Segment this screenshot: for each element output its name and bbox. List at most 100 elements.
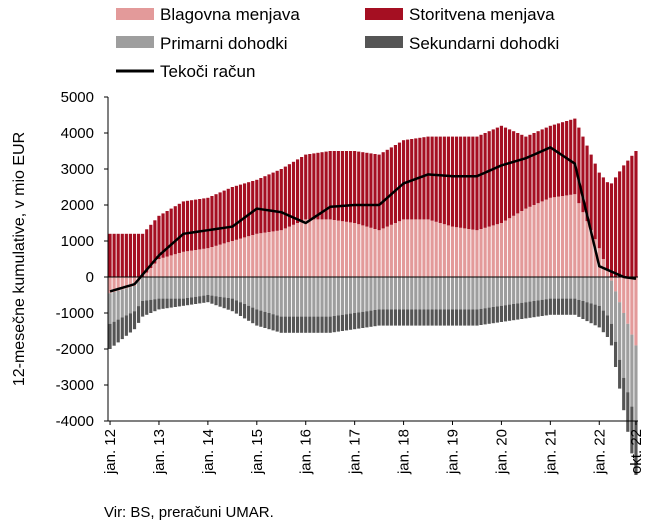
bar-services-m115 <box>577 127 581 204</box>
bar-secondary-m5 <box>128 313 133 333</box>
bar-services-m105 <box>536 131 540 204</box>
bar-secondary-m107 <box>544 299 548 316</box>
bar-secondary-m69 <box>389 309 393 326</box>
bar-services-m79 <box>430 136 434 221</box>
bar-services-m55 <box>332 151 336 220</box>
bar-goods-m108 <box>548 197 552 277</box>
bar-secondary-m93 <box>487 307 491 324</box>
bar-secondary-m59 <box>348 313 353 330</box>
bar-primary-m119 <box>593 277 597 305</box>
bar-goods-m16 <box>173 254 177 277</box>
bar-services-m9 <box>145 229 149 273</box>
bar-primary-m101 <box>520 277 524 303</box>
bar-primary-m75 <box>414 277 418 310</box>
bar-secondary-m83 <box>446 309 451 326</box>
legend-label-secondary: Sekundarni dohodki <box>409 34 559 53</box>
bar-primary-m95 <box>495 277 499 307</box>
legend-label-goods: Blagovna menjava <box>160 5 300 24</box>
bar-goods-m107 <box>544 199 548 277</box>
bar-secondary-m17 <box>177 298 181 307</box>
y-ticks: -4000 -3000 -2000 -1000 0 1000 2000 3000 4000 500… <box>56 89 108 430</box>
bar-primary-m123 <box>609 280 614 324</box>
bar-primary-m43 <box>283 277 287 317</box>
bar-secondary-m12 <box>157 298 161 310</box>
x-tick-label: jan. 22 <box>591 429 608 475</box>
bar-primary-m51 <box>316 277 320 317</box>
bar-goods-m84 <box>450 226 455 277</box>
bar-primary-m93 <box>487 277 491 308</box>
bar-goods-m4 <box>124 277 128 289</box>
bar-secondary-m24 <box>206 295 210 303</box>
bar-secondary-m28 <box>222 297 226 309</box>
bar-primary-m76 <box>418 277 422 310</box>
bar-goods-m37 <box>259 233 263 277</box>
bar-secondary-m11 <box>153 299 157 312</box>
bar-secondary-m2 <box>116 319 120 343</box>
bar-goods-m94 <box>491 225 495 277</box>
bar-secondary-m97 <box>503 305 508 322</box>
bar-services-m2 <box>116 233 120 277</box>
bar-primary-m88 <box>467 277 471 310</box>
bar-primary-m110 <box>556 277 561 299</box>
bar-secondary-m30 <box>230 298 234 312</box>
bar-primary-m33 <box>242 277 247 304</box>
bar-goods-m22 <box>198 249 202 277</box>
bar-services-m58 <box>344 151 349 222</box>
bar-primary-m7 <box>136 281 141 307</box>
bar-goods-m14 <box>165 256 169 277</box>
bar-secondary-m126 <box>622 377 626 411</box>
legend-swatch-primary <box>116 36 154 48</box>
bar-primary-m91 <box>479 277 483 309</box>
bar-primary-m44 <box>287 277 292 317</box>
bar-goods-m99 <box>512 215 516 277</box>
bar-goods-m85 <box>454 227 459 277</box>
bar-goods-m90 <box>475 230 479 277</box>
bar-secondary-m35 <box>251 307 255 324</box>
y-tick-label: 0 <box>86 269 94 286</box>
bar-primary-m17 <box>177 277 181 299</box>
bar-secondary-m72 <box>401 309 406 326</box>
bar-primary-m27 <box>218 277 222 297</box>
bar-primary-m94 <box>491 277 495 307</box>
bar-secondary-m47 <box>300 316 304 333</box>
bar-goods-m25 <box>210 247 214 277</box>
bar-primary-m109 <box>552 277 557 299</box>
bar-primary-m10 <box>149 277 153 300</box>
bar-primary-m21 <box>194 277 198 297</box>
bar-goods-m125 <box>618 277 622 303</box>
bar-primary-m62 <box>361 277 365 312</box>
bar-goods-m62 <box>361 225 365 277</box>
bar-primary-m47 <box>300 277 304 317</box>
bar-primary-m113 <box>569 277 573 299</box>
bar-secondary-m57 <box>340 314 345 331</box>
bar-primary-m11 <box>153 277 157 300</box>
bar-services-m11 <box>153 220 157 264</box>
legend-swatch-secondary <box>365 36 403 48</box>
bar-goods-m43 <box>283 228 287 277</box>
bar-services-m62 <box>361 152 365 226</box>
bar-secondary-m128 <box>630 406 634 454</box>
bar-services-m88 <box>467 136 471 229</box>
bar-secondary-m76 <box>418 309 422 326</box>
bar-goods-m19 <box>185 251 190 277</box>
y-tick-label: 3000 <box>61 161 94 178</box>
bar-goods-m10 <box>149 268 153 277</box>
bar-secondary-m41 <box>275 315 279 332</box>
bar-goods-m102 <box>524 208 528 277</box>
bar-services-m91 <box>479 134 483 229</box>
bar-services-m66 <box>377 154 381 231</box>
bar-secondary-m48 <box>304 316 308 333</box>
bar-services-m53 <box>324 151 328 220</box>
bar-goods-m3 <box>120 277 124 290</box>
bar-goods-m57 <box>340 221 345 277</box>
bar-primary-m68 <box>385 277 389 310</box>
bar-primary-m90 <box>475 277 479 310</box>
bar-secondary-m101 <box>520 302 524 319</box>
bar-secondary-m85 <box>454 309 459 326</box>
bar-services-m8 <box>141 233 145 277</box>
bar-services-m34 <box>247 182 251 237</box>
bar-services-m126 <box>622 165 626 277</box>
bar-services-m78 <box>426 136 430 220</box>
x-ticks: jan. 12 jan. 13 jan. 14 jan. 15 jan. 16 jan. … <box>102 421 645 475</box>
bar-services-m99 <box>512 131 516 216</box>
